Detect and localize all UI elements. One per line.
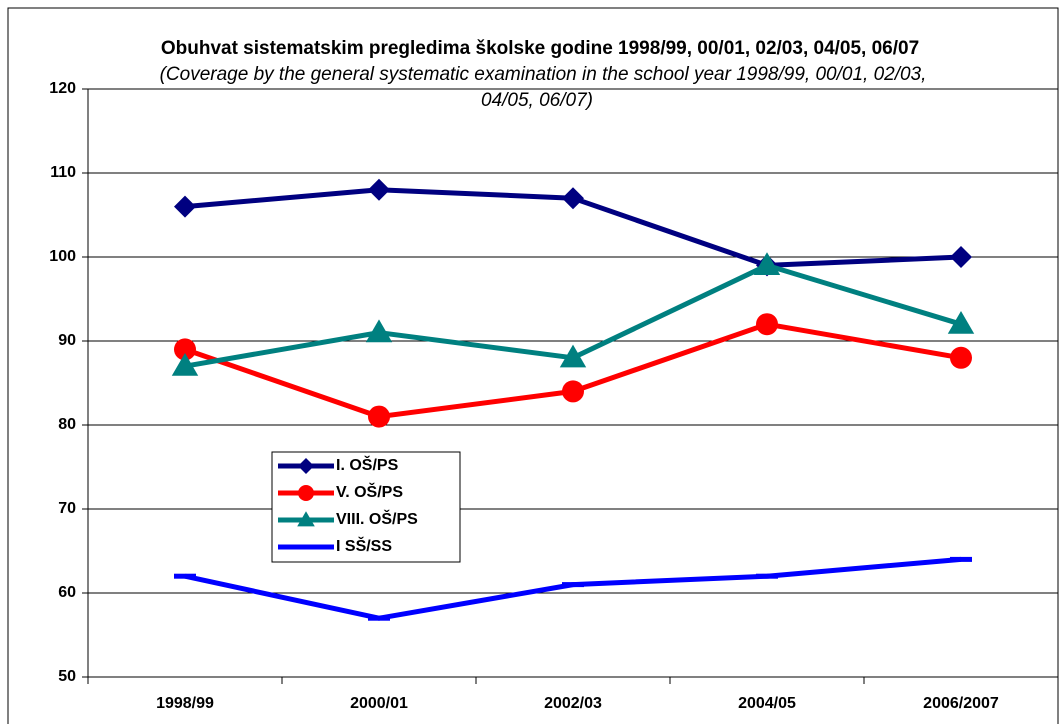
marker — [368, 178, 390, 201]
marker — [368, 615, 390, 621]
marker — [298, 485, 314, 501]
y-tick-label: 50 — [58, 668, 76, 685]
chart-title-block: Obuhvat sistematskim pregledima školske … — [130, 36, 950, 114]
marker — [562, 380, 584, 403]
marker — [174, 573, 196, 579]
y-tick-label: 70 — [58, 500, 76, 517]
chart-border — [7, 7, 1059, 724]
x-tick-label: 2004/05 — [738, 695, 796, 712]
chart-title: Obuhvat sistematskim pregledima školske … — [154, 38, 926, 59]
marker — [756, 573, 778, 579]
legend-label: VIII. OŠ/PS — [336, 509, 418, 528]
series-line — [184, 321, 962, 420]
marker — [950, 246, 972, 268]
y-tick-label: 100 — [49, 248, 76, 265]
legend-label: V. OŠ/PS — [336, 482, 403, 501]
marker — [297, 511, 315, 527]
marker — [174, 195, 196, 218]
legend-label: I SŠ/SS — [336, 536, 392, 555]
marker — [365, 319, 393, 343]
y-tick-label: 120 — [49, 80, 76, 97]
marker — [559, 344, 587, 368]
marker — [562, 187, 584, 210]
x-tick-label: 1998/99 — [156, 695, 214, 712]
marker — [753, 252, 781, 275]
y-tick-label: 60 — [58, 584, 76, 601]
y-tick-label: 90 — [58, 332, 76, 349]
marker — [298, 544, 314, 550]
legend-label: I. OŠ/PS — [336, 455, 399, 474]
marker — [368, 405, 390, 428]
marker — [950, 556, 972, 562]
y-tick-label: 80 — [58, 416, 76, 433]
x-tick-label: 2006/2007 — [923, 695, 999, 712]
marker — [562, 582, 584, 588]
marker — [947, 311, 975, 334]
x-tick-label: 2002/03 — [544, 695, 602, 712]
marker — [950, 346, 972, 369]
marker — [174, 338, 196, 361]
y-tick-label: 110 — [50, 164, 76, 181]
marker — [298, 458, 314, 474]
marker — [171, 353, 199, 376]
marker — [756, 313, 778, 336]
chart-subtitle: (Coverage by the general systematic exam… — [153, 64, 927, 111]
series-line — [184, 556, 962, 621]
x-tick-label: 2000/01 — [350, 695, 408, 712]
